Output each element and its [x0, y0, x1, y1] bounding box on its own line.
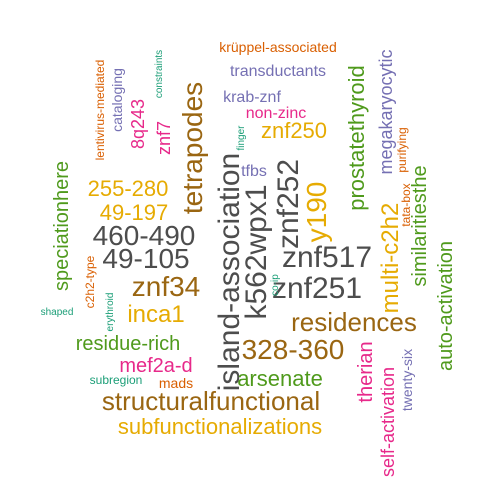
- word-therian: therian: [355, 341, 377, 402]
- word-49-197: 49-197: [100, 200, 169, 225]
- word-self-activation: self-activation: [378, 367, 398, 477]
- word-erythroid: erythroid: [105, 293, 116, 332]
- word-non-zinc: non-zinc: [246, 105, 306, 122]
- word-multi-c2h2: multi-c2h2: [377, 203, 404, 314]
- word-megakaryocytic: megakaryocytic: [376, 49, 396, 174]
- word-znf250: znf250: [261, 118, 327, 143]
- word-inca1: inca1: [127, 301, 184, 328]
- word-znf251: znf251: [272, 272, 362, 305]
- word-residue-rich: residue-rich: [76, 333, 180, 355]
- word-shaped: shaped: [41, 307, 74, 318]
- word-subfunctionalizations: subfunctionalizations: [118, 414, 322, 439]
- word-8q243: 8q243: [128, 99, 148, 149]
- word-auto-activation: auto-activation: [435, 241, 457, 371]
- word-arsenate: arsenate: [237, 366, 323, 391]
- word-speciationhere: speciationhere: [51, 161, 73, 291]
- word-mef2a-d: mef2a-d: [119, 355, 192, 377]
- word-znf34: znf34: [132, 271, 201, 302]
- word-twenty-six: twenty-six: [399, 349, 415, 411]
- word-cataloging: cataloging: [109, 68, 125, 132]
- word-tfbs: tfbs: [241, 163, 267, 180]
- word-co-ip: co-ip: [270, 274, 281, 296]
- word-460-490: 460-490: [93, 220, 196, 251]
- word-k562wpx1: k562wpx1: [240, 184, 273, 319]
- word-mads: mads: [159, 375, 193, 391]
- word-y190: y190: [301, 182, 332, 243]
- word-subregion: subregion: [90, 373, 143, 387]
- word-znf252: znf252: [272, 159, 305, 249]
- word-transductants: transductants: [230, 63, 326, 80]
- word-residences: residences: [291, 307, 417, 337]
- word-tata-box: tata-box: [399, 183, 413, 226]
- word-49-105: 49-105: [102, 243, 189, 274]
- word-constraints: constraints: [154, 50, 165, 98]
- word-tetrapodes: tetrapodes: [177, 82, 208, 214]
- word-znf517: znf517: [282, 241, 372, 274]
- word-znf7: znf7: [154, 121, 174, 155]
- word-328-360: 328-360: [242, 334, 345, 365]
- word-kruppel-associated: krüppel-associated: [219, 39, 337, 55]
- word-255-280: 255-280: [88, 176, 169, 201]
- word-krab-znf: krab-znf: [223, 89, 281, 106]
- word-similaritiesthe: similaritiesthe: [409, 165, 431, 286]
- word-c2h2-type: c2h2-type: [83, 255, 97, 308]
- word-structuralfunctional: structuralfunctional: [102, 386, 320, 416]
- word-purifying: purifying: [395, 127, 409, 172]
- word-finger: finger: [236, 125, 247, 151]
- word-lentivirus-mediated: lentivirus-mediated: [93, 60, 107, 161]
- word-prostatethyroid: prostatethyroid: [344, 65, 369, 211]
- word-island-association: island-association: [213, 153, 246, 391]
